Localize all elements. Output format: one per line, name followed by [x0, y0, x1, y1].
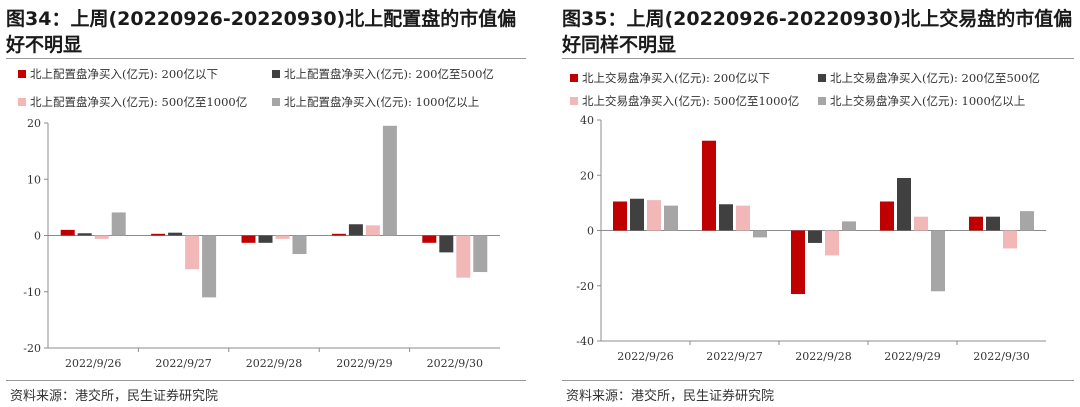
legend-item: 北上交易盘净买入(亿元): 200亿以下: [570, 70, 770, 86]
legend-label: 北上配置盘净买入(亿元): 200亿至500亿: [284, 67, 494, 81]
bar: [1020, 211, 1034, 231]
legend-swatch: [570, 97, 578, 105]
title-divider: [6, 58, 526, 59]
bar: [825, 230, 839, 256]
source-note: 资料来源：港交所，民生证券研究院: [566, 389, 775, 404]
legend-swatch: [818, 97, 826, 105]
chart-panel-34: 图34：上周(20220926-20220930)北上配置盘的市值偏好不明显 北…: [0, 0, 532, 407]
bar: [736, 205, 750, 231]
bar: [241, 235, 256, 243]
bar: [842, 221, 856, 231]
legend-item: 北上配置盘净买入(亿元): 1000亿以上: [272, 94, 479, 110]
bar: [151, 233, 166, 236]
bar: [185, 235, 200, 270]
bar: [439, 235, 454, 253]
source-divider: [6, 380, 526, 381]
x-tick-label: 2022/9/28: [246, 357, 302, 370]
legend-label: 北上配置盘净买入(亿元): 1000亿以上: [284, 95, 480, 109]
bar: [473, 235, 488, 273]
x-tick-label: 2022/9/26: [617, 350, 673, 363]
source-note: 资料来源：港交所，民生证券研究院: [10, 389, 219, 404]
legend-label: 北上交易盘净买入(亿元): 500亿至1000亿: [582, 94, 800, 108]
bar: [808, 230, 822, 243]
y-tick-label: -10: [23, 286, 41, 299]
legend-label: 北上交易盘净买入(亿元): 1000亿以上: [830, 94, 1026, 108]
bar: [719, 204, 733, 231]
x-tick-label: 2022/9/26: [65, 357, 121, 370]
legend-item: 北上交易盘净买入(亿元): 1000亿以上: [818, 93, 1025, 109]
y-tick-label: 0: [34, 230, 41, 243]
legend-swatch: [18, 70, 26, 78]
title-divider: [562, 58, 1074, 59]
bar: [897, 178, 911, 231]
legend-swatch: [18, 98, 26, 106]
y-tick-label: -20: [576, 280, 594, 293]
bar: [258, 235, 273, 243]
y-tick-label: 40: [580, 114, 594, 127]
x-tick-label: 2022/9/27: [706, 350, 762, 363]
legend-item: 北上配置盘净买入(亿元): 200亿以下: [18, 66, 218, 82]
x-tick-label: 2022/9/29: [336, 357, 392, 370]
bar: [60, 229, 75, 236]
bar: [613, 201, 627, 231]
bar: [292, 235, 307, 255]
legend-swatch: [818, 74, 826, 82]
legend-swatch: [272, 70, 280, 78]
bar: [647, 200, 661, 231]
bar: [168, 232, 183, 236]
bar: [931, 230, 945, 292]
y-tick-label: 0: [587, 225, 594, 238]
bar: [1003, 230, 1017, 249]
legend-label: 北上配置盘净买入(亿元): 500亿至1000亿: [30, 95, 248, 109]
bar-chart-35: -40 -20 0 20 40 2022/9/26 2022/9/27 2022/9/28 20…: [576, 114, 1046, 363]
y-tick-label: -40: [576, 335, 594, 348]
bar: [969, 216, 983, 231]
legend-swatch: [570, 74, 578, 82]
y-tick-label: 20: [580, 169, 594, 182]
chart-title: 图35：上周(20220926-20220930)北上交易盘的市值偏好同样不明显: [562, 8, 1073, 56]
bar: [702, 140, 716, 231]
bar: [880, 201, 894, 231]
legend-label: 北上配置盘净买入(亿元): 200亿以下: [30, 67, 218, 81]
bar: [365, 225, 380, 236]
source-divider: [562, 380, 1074, 381]
bar: [914, 216, 928, 231]
legend-item: 北上配置盘净买入(亿元): 200亿至500亿: [272, 66, 494, 82]
bar: [94, 235, 109, 239]
bar: [664, 205, 678, 231]
x-tick-label: 2022/9/29: [884, 350, 940, 363]
legend-label: 北上交易盘净买入(亿元): 200亿以下: [582, 71, 770, 85]
bar-chart-34: -20 -10 0 10 20 2022/9/26 2022/9/27 2022/9/28 20…: [23, 117, 500, 370]
bar: [77, 233, 92, 236]
bar: [753, 230, 767, 238]
bar: [986, 216, 1000, 231]
bar: [348, 224, 363, 236]
bar: [791, 230, 805, 295]
bar: [382, 125, 397, 236]
bar: [275, 235, 290, 239]
bar: [111, 212, 126, 236]
bar: [630, 198, 644, 231]
bar: [331, 233, 346, 236]
chart-title: 图34：上周(20220926-20220930)北上配置盘的市值偏好不明显: [6, 8, 517, 56]
y-tick-label: -20: [23, 342, 41, 355]
bar: [422, 235, 437, 243]
bar: [456, 235, 471, 278]
bar: [202, 235, 217, 298]
legend-swatch: [272, 98, 280, 106]
x-tick-label: 2022/9/30: [973, 350, 1029, 363]
legend-label: 北上交易盘净买入(亿元): 200亿至500亿: [830, 71, 1040, 85]
chart-panel-35: 图35：上周(20220926-20220930)北上交易盘的市值偏好同样不明显…: [556, 0, 1080, 407]
y-tick-label: 20: [27, 117, 41, 130]
legend-item: 北上交易盘净买入(亿元): 200亿至500亿: [818, 70, 1040, 86]
y-tick-label: 10: [27, 173, 41, 186]
legend-item: 北上配置盘净买入(亿元): 500亿至1000亿: [18, 94, 247, 110]
x-tick-label: 2022/9/27: [155, 357, 211, 370]
legend-item: 北上交易盘净买入(亿元): 500亿至1000亿: [570, 93, 799, 109]
x-tick-label: 2022/9/28: [795, 350, 851, 363]
x-tick-label: 2022/9/30: [427, 357, 483, 370]
